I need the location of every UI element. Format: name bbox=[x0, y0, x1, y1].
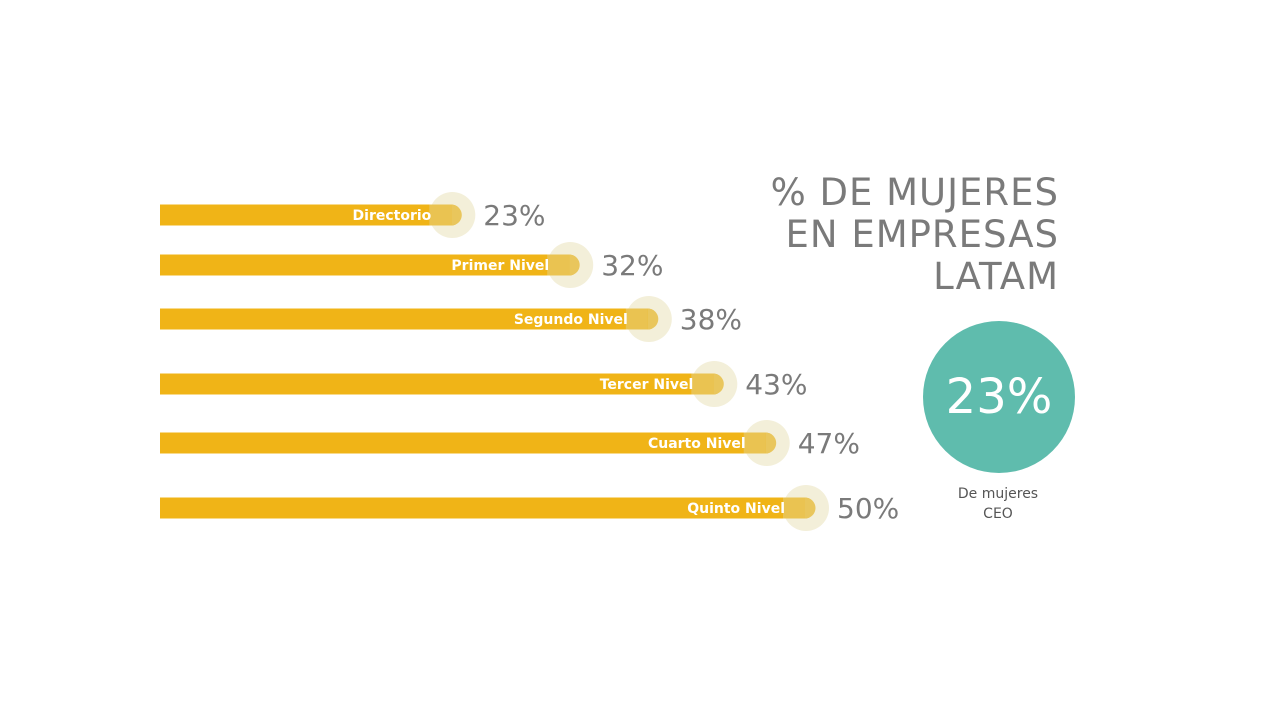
bar-end-cap bbox=[451, 204, 462, 226]
bar-end-highlight bbox=[429, 204, 452, 226]
bar-category-label: Primer Nivel bbox=[451, 258, 549, 274]
bar-end-cap bbox=[713, 373, 724, 395]
bar-end-highlight bbox=[625, 308, 648, 330]
bar-value-label: 38% bbox=[680, 303, 742, 336]
bar-end-cap bbox=[805, 497, 816, 519]
bar bbox=[160, 373, 724, 395]
bar-end-highlight bbox=[783, 497, 805, 519]
bar bbox=[160, 254, 580, 276]
bar-end-highlight bbox=[547, 254, 570, 276]
bar-end-cap bbox=[569, 254, 580, 276]
title-line-2: EN EMPRESAS bbox=[785, 213, 1059, 256]
bar-end-highlight bbox=[691, 373, 714, 395]
ceo-stat-value: 23% bbox=[945, 369, 1053, 425]
ceo-caption-line-1: De mujeres bbox=[957, 486, 1039, 502]
bar-chart: Directorio 23% Primer Nivel 32% Segundo Nive… bbox=[160, 192, 899, 531]
chart-title: % DE MUJERES EN EMPRESAS LATAM bbox=[771, 172, 1059, 298]
bar-category-label: Cuarto Nivel bbox=[648, 436, 746, 452]
bar-end-cap bbox=[647, 308, 659, 330]
ceo-caption-line-2: CEO bbox=[983, 506, 1013, 522]
bar-value-label: 43% bbox=[745, 368, 807, 401]
ceo-stat-circle: 23% bbox=[923, 321, 1075, 473]
bar-value-label: 50% bbox=[837, 492, 899, 525]
bar bbox=[160, 497, 815, 519]
bar-end-cap bbox=[765, 432, 777, 454]
bar-value-label: 32% bbox=[601, 249, 663, 282]
bar-category-label: Tercer Nivel bbox=[600, 377, 694, 393]
ceo-stat-caption: De mujeres CEO bbox=[938, 484, 1058, 524]
bar bbox=[160, 432, 776, 454]
bar-category-label: Quinto Nivel bbox=[687, 501, 785, 517]
bar-category-label: Directorio bbox=[353, 208, 432, 224]
bar-value-label: 23% bbox=[483, 199, 545, 232]
bar-end-highlight bbox=[743, 432, 766, 454]
title-line-3: LATAM bbox=[933, 255, 1059, 298]
bar bbox=[160, 308, 658, 330]
bar-value-label: 47% bbox=[798, 427, 860, 460]
title-line-1: % DE MUJERES bbox=[770, 171, 1059, 214]
bar bbox=[160, 204, 462, 226]
bar-category-label: Segundo Nivel bbox=[514, 312, 628, 328]
